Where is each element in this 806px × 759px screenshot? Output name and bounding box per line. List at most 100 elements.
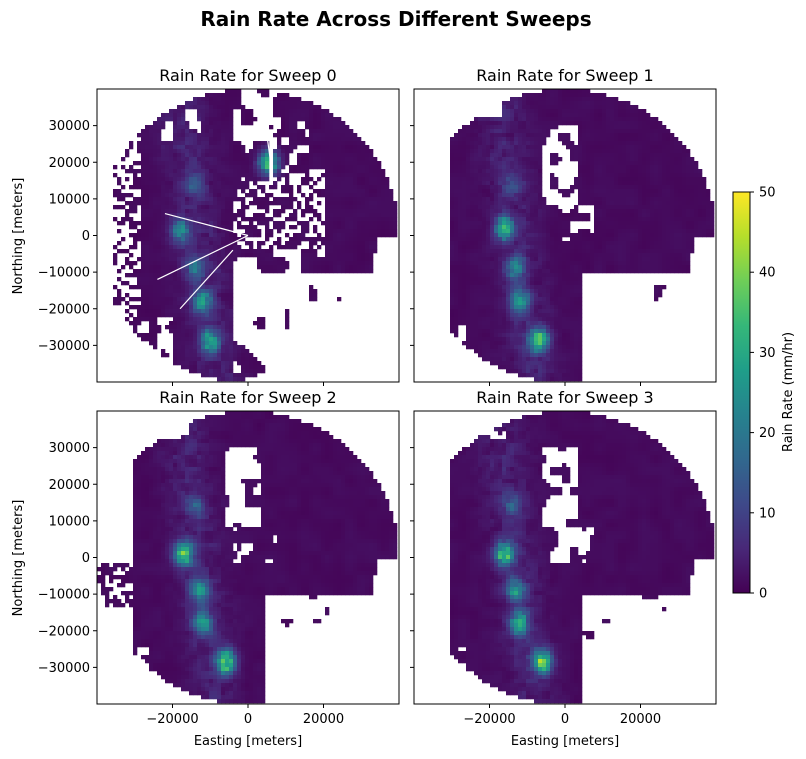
rain-cell	[389, 229, 394, 234]
rain-cell	[141, 193, 146, 198]
rain-cell	[157, 117, 162, 122]
rain-cell	[582, 105, 587, 110]
rain-cell	[530, 149, 535, 154]
rain-cell	[682, 241, 687, 246]
rain-cell	[582, 157, 587, 162]
rain-cell	[522, 253, 527, 258]
rain-cell	[510, 225, 515, 230]
rain-cell	[305, 205, 310, 210]
rain-cell	[650, 145, 655, 150]
rain-cell	[506, 121, 511, 126]
rain-cell	[662, 193, 667, 198]
rain-cell	[606, 157, 611, 162]
rain-cell	[305, 113, 310, 118]
rain-cell	[534, 157, 539, 162]
rain-cell	[229, 357, 234, 362]
rain-cell	[698, 201, 703, 206]
rain-cell	[141, 145, 146, 150]
rain-cell	[558, 213, 563, 218]
rain-cell	[297, 157, 302, 162]
rain-cell	[570, 189, 575, 194]
rain-cell	[502, 217, 507, 222]
rain-cell	[381, 193, 386, 198]
rain-cell	[153, 121, 158, 126]
rain-cell	[325, 209, 330, 214]
rain-cell	[654, 233, 659, 238]
rain-cell	[193, 177, 198, 182]
rain-cell	[205, 129, 210, 134]
rain-cell	[189, 345, 194, 350]
rain-cell	[526, 217, 531, 222]
rain-cell	[169, 329, 174, 334]
rain-cell	[458, 245, 463, 250]
rain-cell	[309, 217, 314, 222]
rain-cell	[466, 237, 471, 242]
rain-cell	[646, 113, 651, 118]
rain-cell	[161, 305, 166, 310]
rain-cell	[305, 225, 310, 230]
rain-cell	[698, 229, 703, 234]
rain-cell	[301, 113, 306, 118]
rain-cell	[506, 125, 511, 130]
rain-cell	[494, 157, 499, 162]
rain-cell	[626, 197, 631, 202]
rain-cell	[277, 269, 282, 274]
rain-cell	[690, 229, 695, 234]
rain-cell	[353, 177, 358, 182]
rain-cell	[141, 141, 146, 146]
rain-cell	[594, 153, 599, 158]
rain-cell	[586, 213, 591, 218]
rain-cell	[225, 229, 230, 234]
rain-cell	[622, 169, 627, 174]
rain-cell	[365, 269, 370, 274]
rain-cell	[133, 321, 138, 326]
rain-cell	[618, 189, 623, 194]
rain-cell	[153, 305, 158, 310]
rain-cell	[169, 217, 174, 222]
rain-cell	[281, 145, 286, 150]
rain-cell	[185, 209, 190, 214]
rain-cell	[678, 209, 683, 214]
rain-cell	[233, 377, 238, 382]
rain-cell	[618, 169, 623, 174]
rain-cell	[193, 285, 198, 290]
rain-cell	[550, 93, 555, 98]
rain-cell	[329, 141, 334, 146]
rain-cell	[181, 185, 186, 190]
rain-cell	[470, 161, 475, 166]
rain-cell	[490, 197, 495, 202]
rain-cell	[466, 157, 471, 162]
rain-cell	[670, 189, 675, 194]
rain-cell	[666, 221, 671, 226]
rain-cell	[173, 309, 178, 314]
rain-cell	[249, 165, 254, 170]
rain-cell	[141, 245, 146, 250]
rain-cell	[193, 317, 198, 322]
rain-cell	[634, 253, 639, 258]
rain-cell	[490, 161, 495, 166]
rain-cell	[550, 89, 555, 94]
rain-cell	[574, 105, 579, 110]
rain-cell	[333, 169, 338, 174]
rain-cell	[530, 201, 535, 206]
rain-cell	[217, 261, 222, 266]
rain-cell	[626, 185, 631, 190]
rain-cell	[181, 329, 186, 334]
rain-cell	[209, 169, 214, 174]
rain-cell	[121, 217, 126, 222]
rain-cell	[377, 189, 382, 194]
rain-cell	[610, 209, 615, 214]
rain-cell	[686, 233, 691, 238]
rain-cell	[365, 257, 370, 262]
rain-cell	[454, 225, 459, 230]
rain-cell	[385, 225, 390, 230]
rain-cell	[165, 305, 170, 310]
rain-cell	[189, 325, 194, 330]
rain-cell	[353, 161, 358, 166]
rain-cell	[598, 233, 603, 238]
rain-cell	[177, 329, 182, 334]
rain-cell	[341, 237, 346, 242]
rain-cell	[189, 193, 194, 198]
rain-cell	[373, 213, 378, 218]
rain-cell	[582, 193, 587, 198]
